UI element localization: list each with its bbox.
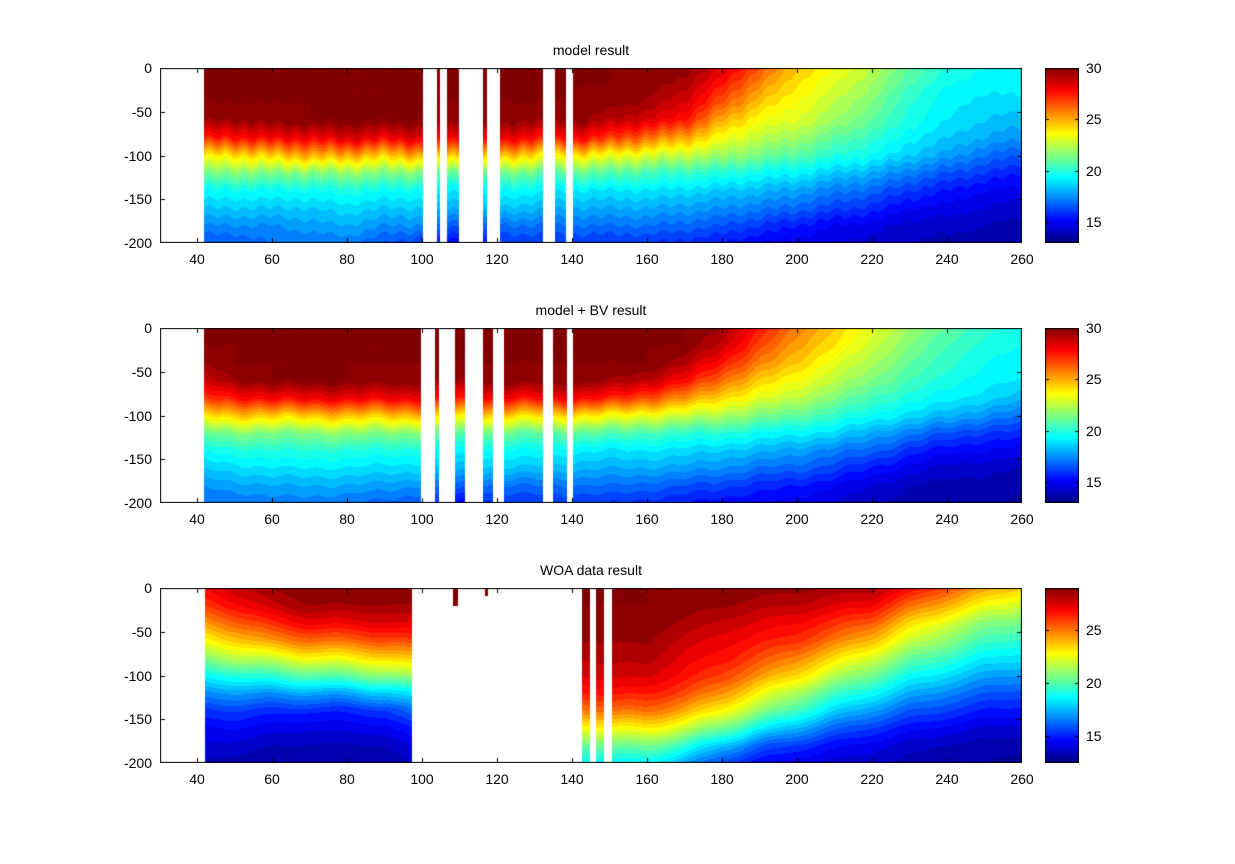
x-tick-label: 260 (1010, 251, 1034, 267)
x-tick-label: 140 (560, 771, 584, 787)
x-tick-label: 180 (710, 771, 734, 787)
y-tick-label: -100 (123, 408, 152, 424)
x-tick-label: 40 (189, 771, 205, 787)
x-tick-label: 100 (410, 771, 434, 787)
x-tick-label: 220 (860, 771, 884, 787)
x-tick-label: 220 (860, 511, 884, 527)
panel3-title: WOA data result (540, 562, 642, 578)
y-tick-label: -150 (123, 191, 152, 207)
x-tick-label: 60 (264, 251, 280, 267)
colorbar-tick-label: 15 (1086, 728, 1102, 744)
y-tick-label: -150 (123, 451, 152, 467)
x-tick-label: 200 (785, 251, 809, 267)
y-tick-label: -50 (131, 364, 152, 380)
colorbar-tick-label: 25 (1086, 371, 1102, 387)
x-tick-label: 200 (785, 511, 809, 527)
x-tick-label: 260 (1010, 511, 1034, 527)
panel3-colorbar (1045, 588, 1079, 763)
panel1-heatmap (160, 68, 1022, 243)
colorbar-tick-label: 30 (1086, 60, 1102, 76)
x-tick-label: 180 (710, 511, 734, 527)
panel2-colorbar (1045, 328, 1079, 503)
x-tick-label: 180 (710, 251, 734, 267)
panel1-colorbar (1045, 68, 1079, 243)
colorbar-tick-label: 25 (1086, 111, 1102, 127)
x-tick-label: 80 (339, 511, 355, 527)
y-tick-label: 0 (144, 320, 152, 336)
x-tick-label: 60 (264, 771, 280, 787)
x-tick-label: 260 (1010, 771, 1034, 787)
colorbar-tick-label: 20 (1086, 163, 1102, 179)
panel1-title: model result (552, 42, 630, 58)
y-tick-label: 0 (144, 60, 152, 76)
x-tick-label: 80 (339, 251, 355, 267)
y-tick-label: -50 (131, 104, 152, 120)
colorbar-tick-label: 15 (1086, 474, 1102, 490)
x-tick-label: 120 (485, 251, 509, 267)
y-tick-label: -150 (123, 711, 152, 727)
x-tick-label: 200 (785, 771, 809, 787)
x-tick-label: 40 (189, 251, 205, 267)
colorbar-tick-label: 30 (1086, 320, 1102, 336)
x-tick-label: 160 (635, 251, 659, 267)
x-tick-label: 160 (635, 771, 659, 787)
y-tick-label: -200 (123, 495, 152, 511)
x-tick-label: 240 (935, 251, 959, 267)
colorbar-tick-label: 20 (1086, 423, 1102, 439)
x-tick-label: 100 (410, 251, 434, 267)
colorbar-tick-label: 25 (1086, 622, 1102, 638)
x-tick-label: 240 (935, 771, 959, 787)
x-tick-label: 220 (860, 251, 884, 267)
x-tick-label: 140 (560, 251, 584, 267)
panel3-heatmap (160, 588, 1022, 763)
y-tick-label: -50 (131, 624, 152, 640)
y-tick-label: -100 (123, 668, 152, 684)
x-tick-label: 100 (410, 511, 434, 527)
x-tick-label: 60 (264, 511, 280, 527)
x-tick-label: 120 (485, 771, 509, 787)
y-tick-label: -200 (123, 235, 152, 251)
x-tick-label: 40 (189, 511, 205, 527)
x-tick-label: 80 (339, 771, 355, 787)
x-tick-label: 160 (635, 511, 659, 527)
y-tick-label: -100 (123, 148, 152, 164)
y-tick-label: -200 (123, 755, 152, 771)
colorbar-tick-label: 15 (1086, 214, 1102, 230)
x-tick-label: 140 (560, 511, 584, 527)
x-tick-label: 120 (485, 511, 509, 527)
y-tick-label: 0 (144, 580, 152, 596)
x-tick-label: 240 (935, 511, 959, 527)
panel2-heatmap (160, 328, 1022, 503)
colorbar-tick-label: 20 (1086, 675, 1102, 691)
panel2-title: model + BV result (535, 302, 647, 318)
